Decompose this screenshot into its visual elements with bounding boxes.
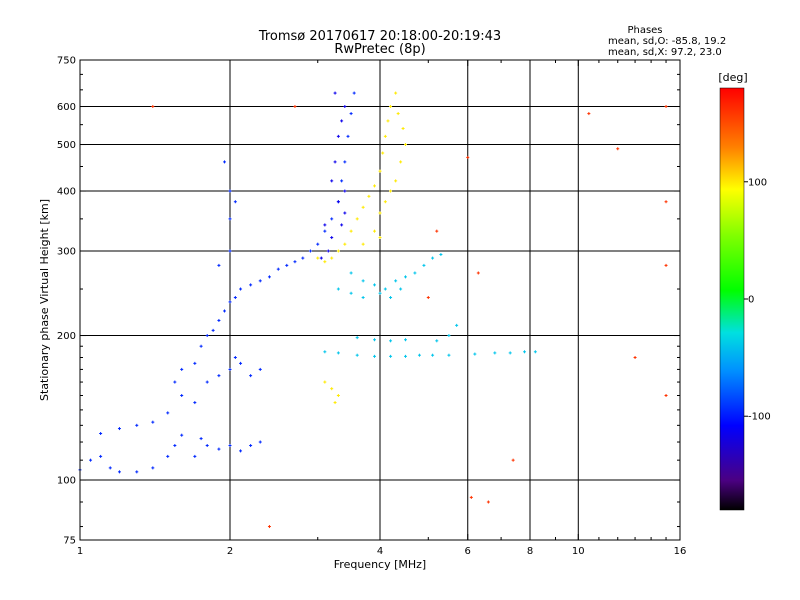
y-tick-label: 100 xyxy=(57,476,76,487)
colorbar-label: [deg] xyxy=(718,71,747,84)
x-tick-label: 1 xyxy=(77,546,83,557)
y-tick-label: 400 xyxy=(57,187,76,198)
colorbar-ticks: 100 0 -100 xyxy=(744,177,771,423)
colorbar xyxy=(719,87,745,511)
chart-title-line1: Tromsø 20170617 20:18:00-20:19:43 xyxy=(258,29,501,44)
y-axis-label: Stationary phase Virtual Height [km] xyxy=(38,199,51,401)
plot-area xyxy=(78,60,680,540)
colorbar-tick-label: 100 xyxy=(748,177,767,188)
colorbar-tick-label: 0 xyxy=(748,295,754,306)
x-tick-label: 8 xyxy=(527,546,533,557)
x-tick-label: 6 xyxy=(465,546,471,557)
y-tick-label: 500 xyxy=(57,140,76,151)
y-tick-label: 750 xyxy=(57,56,76,67)
x-tick-label: 10 xyxy=(572,546,585,557)
x-axis-label: Frequency [MHz] xyxy=(334,558,426,571)
y-tick-label: 75 xyxy=(63,536,76,547)
x-tick-label: 16 xyxy=(674,546,687,557)
x-tick-label: 2 xyxy=(227,546,233,557)
stats-title: Phases xyxy=(627,25,662,36)
axis-ticks: 1 2 4 6 8 10 16 75 100 200 300 400 500 600 750 xyxy=(57,56,686,558)
y-tick-label: 300 xyxy=(57,247,76,258)
x-tick-label: 4 xyxy=(377,546,383,557)
chart-title-line2: RwPretec (8p) xyxy=(334,42,425,57)
stats-x-mode: mean, sd,X: 97.2, 23.0 xyxy=(608,47,722,58)
y-tick-label: 600 xyxy=(57,102,76,113)
stats-o-mode: mean, sd,O: -85.8, 19.2 xyxy=(608,36,726,47)
colorbar-tick-label: -100 xyxy=(748,412,771,423)
y-tick-label: 200 xyxy=(57,331,76,342)
